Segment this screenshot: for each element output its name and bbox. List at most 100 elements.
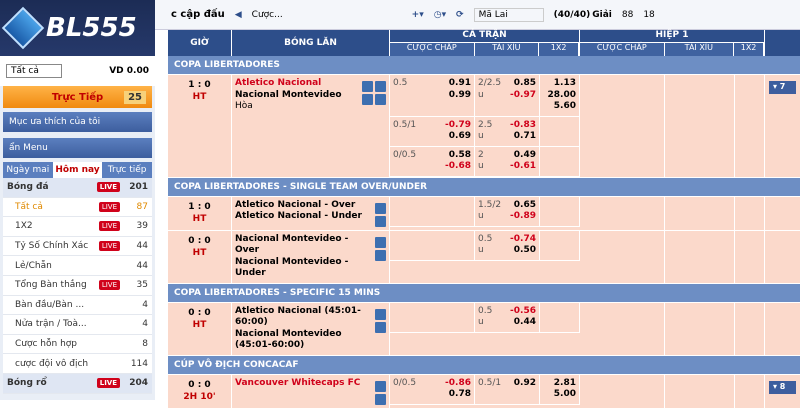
live-button[interactable]: Trực Tiếp 25: [3, 86, 152, 108]
match-time: 0 : 0 2H 10': [168, 374, 232, 408]
tab[interactable]: Trực tiếp: [102, 162, 153, 178]
bet-dropdown[interactable]: Cược...: [251, 9, 283, 20]
odds[interactable]: -0.89: [510, 211, 536, 221]
icon[interactable]: [375, 81, 386, 92]
team-name[interactable]: Atletico Nacional: [235, 78, 322, 88]
half-x12: [735, 374, 765, 408]
icon[interactable]: [375, 308, 386, 320]
odds[interactable]: -0.74: [510, 233, 536, 244]
add-icon[interactable]: +▾: [411, 9, 424, 20]
icon[interactable]: [375, 202, 386, 214]
half-hdp: [580, 374, 665, 408]
count-a[interactable]: 88: [621, 9, 634, 20]
sport-name: Tỷ Số Chính Xác: [15, 241, 89, 252]
odds[interactable]: -0.61: [510, 161, 536, 171]
odds[interactable]: 2.81: [553, 377, 576, 388]
sport-item[interactable]: Tỷ Số Chính Xác LIVE 44: [3, 236, 152, 257]
icon[interactable]: [375, 215, 386, 227]
odds[interactable]: -0.83: [510, 119, 536, 130]
team-name[interactable]: Atletico Nacional (45:01-60:00): [235, 305, 361, 328]
sport-item[interactable]: Bóng đá LIVE 201: [3, 178, 152, 198]
league-row: COPA LIBERTADORES - SPECIFIC 15 MINS: [168, 283, 800, 303]
ou-value: 2: [478, 149, 484, 160]
teams-cell: Atletico Nacional - Over Atletico Naciona…: [232, 196, 390, 230]
icon[interactable]: [362, 81, 373, 92]
sport-item[interactable]: Cược hỗn hợp 8: [3, 334, 152, 355]
sport-item[interactable]: Tất cả LIVE 87: [3, 197, 152, 218]
odds[interactable]: -0.86: [445, 377, 471, 388]
odds[interactable]: 28.00: [547, 89, 576, 100]
sport-name: Cược hỗn hợp: [15, 339, 78, 350]
icon[interactable]: [375, 321, 386, 333]
sport-count: 44: [136, 260, 148, 271]
team-name[interactable]: Atletico Nacional - Under: [235, 211, 362, 221]
odds[interactable]: 0.92: [513, 377, 536, 388]
odds[interactable]: 0.91: [448, 78, 471, 88]
top-bar: c cập đấu ◀ Cược... +▾ ◷▾ ⟳ Mã Lai (40/40) Giải 8…: [155, 0, 800, 30]
tab[interactable]: Hôm nay: [52, 162, 103, 178]
odds[interactable]: -0.79: [445, 119, 471, 130]
odds[interactable]: -0.97: [510, 89, 536, 100]
ou-cell: 0.5 u -0.56 0.44: [475, 302, 540, 332]
odds[interactable]: 0.49: [513, 149, 536, 160]
league-count[interactable]: (40/40): [553, 9, 591, 20]
team-name[interactable]: Nacional Montevideo (45:01-60:00): [235, 328, 342, 351]
filter-select[interactable]: Tất cả: [6, 64, 62, 78]
team-name[interactable]: Nacional Montevideo - Over: [235, 233, 349, 256]
sport-item[interactable]: Tổng Bàn thắng LIVE 35: [3, 275, 152, 296]
odds[interactable]: 0.44: [513, 317, 536, 327]
odds[interactable]: 5.00: [553, 389, 576, 399]
odds[interactable]: -0.56: [510, 305, 536, 316]
icon[interactable]: [375, 393, 386, 405]
teams-cell: Nacional Montevideo - Over Nacional Monte…: [232, 230, 390, 283]
odds[interactable]: 0.85: [513, 78, 536, 88]
odds[interactable]: 5.60: [553, 101, 576, 111]
team-name[interactable]: Vancouver Whitecaps FC: [235, 377, 361, 388]
icon-row: [375, 321, 386, 333]
ou-odds: 0.65 -0.89: [508, 200, 536, 223]
icon[interactable]: [375, 249, 386, 261]
ou-cell: 0.5 u -0.74 0.50: [475, 230, 540, 260]
hdp-cell: 0.5/1 -0.79 0.69: [390, 116, 475, 146]
team-name[interactable]: Nacional Montevideo - Under: [235, 256, 349, 279]
menu-toggle[interactable]: ẩn Menu: [3, 138, 152, 158]
odds[interactable]: 0.50: [513, 245, 536, 255]
icon[interactable]: [375, 380, 386, 392]
odds[interactable]: 0.65: [513, 199, 536, 210]
odds[interactable]: -0.68: [445, 161, 471, 171]
icon-row: [375, 202, 386, 214]
icon[interactable]: [375, 236, 386, 248]
odds-type[interactable]: Mã Lai: [473, 7, 544, 22]
odds-table: GIỜ BÓNG LĂN CẢ TRẬN CƯỢC CHẤP TÀI XỈU 1X2 HIỆ…: [168, 30, 800, 409]
team-name[interactable]: Atletico Nacional - Over: [235, 199, 356, 210]
more-button[interactable]: ▾ 8: [769, 380, 796, 394]
hdp-cell: 0.5 0.91 0.99: [390, 75, 475, 116]
sport-item[interactable]: Bàn đầu/Bàn ... 4: [3, 295, 152, 316]
odds[interactable]: 1.13: [553, 78, 576, 88]
league-label[interactable]: Giải: [592, 9, 612, 20]
icon[interactable]: [362, 94, 373, 105]
odds[interactable]: 0.78: [448, 389, 471, 399]
more-cell: ▾ 8: [765, 375, 800, 408]
sport-item[interactable]: Bóng rổ LIVE 204: [3, 373, 152, 394]
icon[interactable]: [375, 94, 386, 105]
teams: Nacional Montevideo - Over Nacional Monte…: [235, 234, 375, 280]
more-button[interactable]: ▾ 7: [769, 81, 796, 94]
sport-item[interactable]: Nửa trận / Toà... 4: [3, 315, 152, 335]
tab[interactable]: Ngày mai: [3, 162, 53, 178]
icon-row: [375, 308, 386, 320]
count-b[interactable]: 18: [643, 9, 655, 20]
refresh-icon[interactable]: ⟳: [456, 9, 464, 20]
sport-item[interactable]: cược đội vô địch 114: [3, 354, 152, 374]
odds[interactable]: 0.69: [448, 131, 471, 141]
odds[interactable]: 0.58: [448, 149, 471, 160]
team-name[interactable]: Nacional Montevideo: [235, 89, 342, 100]
clock-icon[interactable]: ◷▾: [433, 9, 447, 20]
sound-icon[interactable]: ◀: [234, 9, 242, 20]
sport-item[interactable]: Lẻ/Chẵn 44: [3, 256, 152, 276]
logo[interactable]: BL555: [0, 0, 155, 56]
sport-item[interactable]: 1X2 LIVE 39: [3, 217, 152, 237]
odds[interactable]: 0.99: [448, 89, 471, 100]
odds[interactable]: 0.71: [513, 131, 536, 141]
favorites[interactable]: Mục ưa thích của tôi: [3, 112, 152, 132]
